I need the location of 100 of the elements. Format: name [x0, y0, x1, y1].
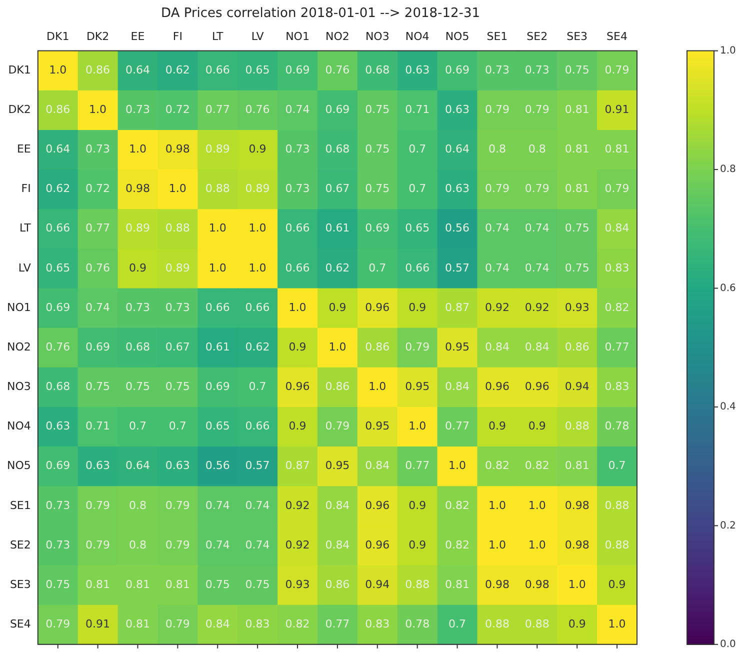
- data-label: 0.7: [248, 380, 266, 394]
- data-label: 0.69: [205, 380, 230, 394]
- data-label: 0.7: [128, 420, 146, 433]
- data-label: 0.56: [445, 222, 470, 235]
- data-label: 0.69: [285, 63, 310, 76]
- data-label: 0.87: [445, 300, 470, 314]
- data-label: 0.89: [125, 222, 150, 235]
- data-label: 0.65: [205, 420, 230, 433]
- data-label: 0.79: [86, 498, 110, 512]
- data-label: 0.88: [564, 420, 590, 433]
- data-label: 0.69: [325, 103, 350, 116]
- data-label: 0.86: [46, 103, 70, 116]
- data-label: 0.62: [46, 182, 70, 196]
- y-tick-label: SE4: [10, 617, 31, 630]
- data-label: 0.9: [408, 498, 426, 512]
- data-label: 0.96: [365, 498, 390, 512]
- data-label: 0.75: [365, 142, 390, 156]
- data-label: 0.62: [245, 340, 270, 354]
- data-label: 0.81: [604, 142, 630, 156]
- data-label: 1.0: [168, 182, 186, 196]
- data-label: 0.66: [205, 300, 230, 314]
- data-label: 0.77: [445, 420, 470, 433]
- data-label: 0.98: [125, 182, 150, 196]
- data-label: 0.75: [365, 103, 390, 116]
- data-label: 0.89: [245, 182, 270, 196]
- data-label: 0.74: [205, 498, 230, 512]
- data-label: 0.69: [46, 300, 70, 314]
- data-label: 0.65: [245, 63, 270, 76]
- data-label: 0.74: [524, 222, 550, 235]
- data-label: 0.73: [165, 300, 190, 314]
- data-label: 0.75: [125, 380, 150, 394]
- data-label: 0.91: [86, 617, 110, 630]
- data-label: 0.77: [205, 103, 230, 116]
- data-label: 0.9: [248, 142, 266, 156]
- data-label: 0.79: [405, 340, 430, 354]
- data-label: 0.93: [285, 578, 310, 591]
- data-label: 0.92: [285, 498, 310, 512]
- data-label: 0.75: [564, 63, 590, 76]
- data-label: 0.75: [564, 222, 590, 235]
- data-label: 0.86: [365, 340, 390, 354]
- data-label: 1.0: [568, 578, 586, 591]
- data-label: 0.88: [484, 617, 510, 630]
- data-label: 0.9: [488, 420, 506, 433]
- data-label: 0.65: [405, 222, 430, 235]
- data-label: 0.79: [524, 182, 550, 196]
- data-label: 0.93: [564, 300, 590, 314]
- data-label: 0.75: [205, 578, 230, 591]
- data-label: 1.0: [288, 300, 306, 314]
- data-label: 0.68: [365, 63, 390, 76]
- data-label: 1.0: [208, 261, 226, 274]
- data-label: 0.92: [484, 300, 510, 314]
- data-label: 0.69: [86, 340, 110, 354]
- data-label: 0.78: [405, 617, 430, 630]
- x-tick-label: LT: [212, 30, 224, 44]
- data-label: 0.61: [205, 340, 230, 354]
- color-bar-label: 0.0: [720, 638, 736, 650]
- data-label: 0.76: [245, 103, 270, 116]
- y-tick-label: SE3: [10, 578, 31, 591]
- data-label: 0.81: [125, 617, 150, 630]
- color-bar-label: 0.8: [720, 164, 736, 176]
- data-label: 0.75: [165, 380, 190, 394]
- data-label: 0.79: [524, 103, 550, 116]
- color-bar-label: 1.0: [720, 45, 736, 56]
- data-label: 0.9: [288, 340, 306, 354]
- data-label: 0.76: [325, 63, 350, 76]
- data-label: 1.0: [608, 617, 626, 630]
- data-label: 0.73: [46, 538, 70, 552]
- data-label: 0.83: [365, 617, 390, 630]
- data-label: 0.67: [165, 340, 190, 354]
- data-label: 0.92: [285, 538, 310, 552]
- data-label: 0.96: [365, 300, 390, 314]
- x-tick-label: DK1: [46, 30, 70, 44]
- data-label: 0.63: [86, 459, 110, 472]
- data-label: 0.86: [86, 63, 110, 76]
- data-label: 0.73: [285, 182, 310, 196]
- data-label: 0.69: [445, 63, 470, 76]
- y-tick-label: NO4: [6, 420, 31, 433]
- data-label: 0.74: [245, 538, 270, 552]
- x-tick-label: NO2: [325, 30, 350, 44]
- data-label: 0.63: [165, 459, 190, 472]
- data-label: 0.75: [46, 578, 70, 591]
- data-label: 0.98: [524, 578, 550, 591]
- x-tick-label: LV: [251, 30, 264, 44]
- data-label: 0.72: [86, 182, 110, 196]
- data-label: 0.74: [484, 222, 510, 235]
- data-label: 1.0: [248, 222, 266, 235]
- y-tick-label: NO5: [6, 459, 31, 472]
- data-label: 0.8: [528, 142, 546, 156]
- data-label: 0.66: [285, 222, 310, 235]
- data-label: 0.73: [86, 142, 110, 156]
- data-label: 0.84: [484, 340, 510, 354]
- data-label: 0.64: [46, 142, 70, 156]
- data-label: 0.95: [405, 380, 430, 394]
- data-label: 0.84: [205, 617, 230, 630]
- data-label: 0.75: [564, 261, 590, 274]
- data-label: 0.9: [288, 420, 306, 433]
- data-label: 0.9: [608, 578, 626, 591]
- data-label: 0.57: [245, 459, 270, 472]
- x-tick-label: SE1: [486, 30, 508, 44]
- data-label: 0.83: [604, 380, 630, 394]
